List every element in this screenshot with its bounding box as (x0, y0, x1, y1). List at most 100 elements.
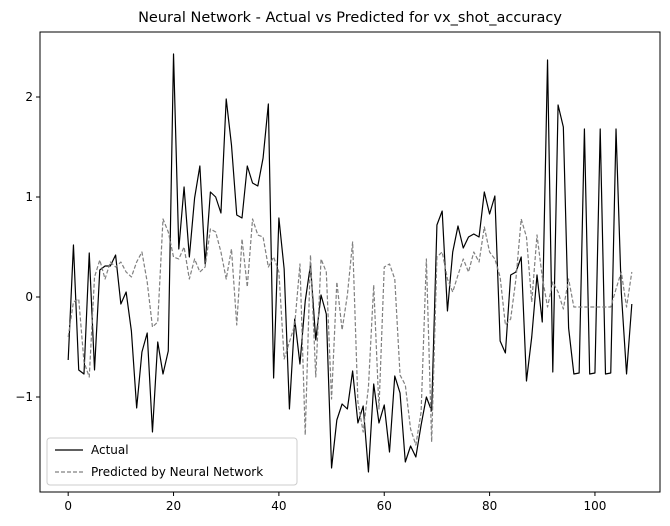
data-point-actual-57 (368, 471, 369, 472)
data-point-predicted-7 (104, 278, 105, 279)
data-point-predicted-45 (305, 434, 306, 435)
data-point-actual-68 (426, 396, 427, 397)
data-point-predicted-103 (610, 306, 611, 307)
data-point-actual-0 (68, 359, 69, 360)
data-point-predicted-35 (252, 218, 253, 219)
plot-area (40, 32, 660, 492)
data-point-predicted-49 (326, 271, 327, 272)
data-point-actual-42 (289, 408, 290, 409)
chart-title: Neural Network - Actual vs Predicted for… (138, 10, 562, 26)
data-point-actual-103 (610, 372, 611, 373)
data-point-predicted-90 (542, 276, 543, 277)
data-point-actual-86 (521, 256, 522, 257)
data-point-actual-58 (373, 383, 374, 384)
x-tick-label-3: 60 (377, 499, 392, 513)
data-point-actual-62 (394, 375, 395, 376)
data-point-predicted-29 (220, 251, 221, 252)
data-point-actual-61 (389, 451, 390, 452)
data-point-predicted-21 (178, 258, 179, 259)
data-point-actual-48 (320, 294, 321, 295)
data-point-predicted-84 (510, 318, 511, 319)
data-point-actual-25 (199, 165, 200, 166)
data-point-actual-75 (463, 247, 464, 248)
axes-layer: 0 20 40 60 80 100 −1 0 1 2 (15, 31, 661, 513)
data-point-actual-6 (99, 269, 100, 270)
data-point-actual-28 (215, 196, 216, 197)
data-point-predicted-17 (157, 321, 158, 322)
data-point-actual-34 (247, 165, 248, 166)
data-point-predicted-53 (347, 294, 348, 295)
data-point-actual-30 (226, 98, 227, 99)
data-point-predicted-57 (368, 386, 369, 387)
data-point-actual-67 (421, 424, 422, 425)
data-point-predicted-107 (631, 271, 632, 272)
data-point-actual-104 (615, 128, 616, 129)
data-point-predicted-71 (442, 251, 443, 252)
data-point-predicted-73 (452, 291, 453, 292)
data-point-actual-31 (231, 144, 232, 145)
data-point-predicted-87 (526, 236, 527, 237)
data-point-actual-102 (605, 373, 606, 374)
x-tick-label-2: 40 (271, 499, 286, 513)
data-point-predicted-30 (226, 278, 227, 279)
data-point-actual-16 (152, 431, 153, 432)
data-point-predicted-93 (557, 291, 558, 292)
data-point-actual-10 (120, 303, 121, 304)
data-point-actual-94 (563, 126, 564, 127)
data-point-actual-38 (268, 103, 269, 104)
data-point-predicted-19 (168, 231, 169, 232)
data-point-predicted-99 (589, 306, 590, 307)
data-point-predicted-72 (447, 278, 448, 279)
data-point-predicted-27 (210, 228, 211, 229)
data-point-predicted-63 (399, 374, 400, 375)
data-point-predicted-52 (342, 329, 343, 330)
data-point-actual-11 (126, 291, 127, 292)
data-point-predicted-59 (378, 408, 379, 409)
data-point-predicted-44 (299, 263, 300, 264)
data-point-predicted-88 (531, 301, 532, 302)
data-point-predicted-94 (563, 308, 564, 309)
data-point-predicted-74 (457, 274, 458, 275)
data-point-predicted-26 (205, 266, 206, 267)
data-point-actual-29 (220, 212, 221, 213)
data-point-actual-35 (252, 182, 253, 183)
data-point-predicted-48 (320, 258, 321, 259)
data-point-actual-24 (194, 197, 195, 198)
data-point-predicted-18 (162, 218, 163, 219)
x-tick-label-5: 100 (583, 499, 606, 513)
data-point-actual-52 (342, 403, 343, 404)
series-line-predicted (67, 218, 633, 446)
data-point-predicted-70 (436, 256, 437, 257)
data-point-actual-56 (363, 405, 364, 406)
data-point-actual-100 (594, 372, 595, 373)
data-point-predicted-80 (489, 251, 490, 252)
data-point-actual-71 (442, 210, 443, 211)
data-point-actual-27 (210, 191, 211, 192)
data-point-actual-40 (278, 217, 279, 218)
data-point-predicted-38 (268, 266, 269, 267)
data-point-predicted-92 (552, 281, 553, 282)
data-point-predicted-67 (421, 411, 422, 412)
data-point-actual-79 (484, 191, 485, 192)
data-point-actual-76 (468, 236, 469, 237)
data-point-predicted-58 (373, 284, 374, 285)
y-tick-label-0: −1 (15, 390, 33, 404)
data-point-predicted-83 (505, 324, 506, 325)
data-point-actual-77 (473, 233, 474, 234)
data-point-predicted-2 (78, 298, 79, 299)
data-point-actual-72 (447, 310, 448, 311)
legend-label-predicted: Predicted by Neural Network (91, 465, 263, 479)
data-point-actual-13 (136, 407, 137, 408)
data-point-actual-95 (568, 327, 569, 328)
data-point-predicted-24 (194, 258, 195, 259)
data-point-actual-3 (83, 373, 84, 374)
x-tick-label-1: 20 (166, 499, 181, 513)
data-point-predicted-101 (600, 306, 601, 307)
data-point-predicted-79 (484, 226, 485, 227)
data-point-predicted-61 (389, 263, 390, 264)
data-point-predicted-11 (126, 271, 127, 272)
data-point-actual-53 (347, 408, 348, 409)
data-point-predicted-105 (621, 271, 622, 272)
data-point-actual-105 (621, 291, 622, 292)
data-point-actual-93 (557, 104, 558, 105)
